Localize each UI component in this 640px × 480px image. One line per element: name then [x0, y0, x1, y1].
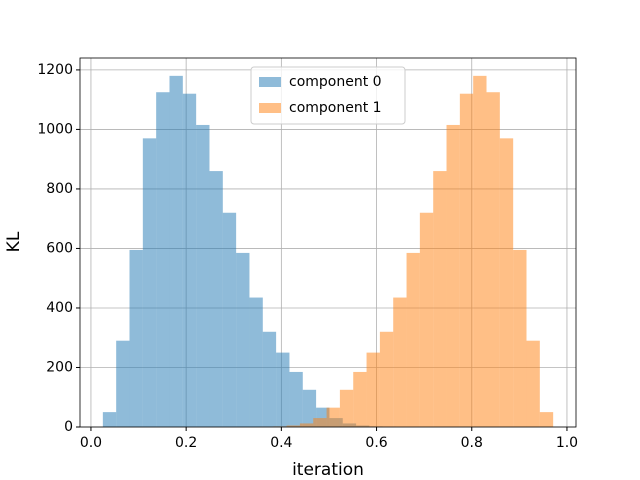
bar	[169, 75, 183, 428]
bar	[353, 371, 367, 427]
bar	[302, 389, 317, 427]
legend-swatch	[259, 77, 281, 87]
bar	[299, 423, 314, 427]
bar	[182, 93, 197, 427]
bar	[262, 331, 277, 427]
legend-swatch	[259, 103, 281, 113]
y-tick-label: 1200	[37, 62, 73, 78]
bar	[236, 252, 250, 427]
x-tick-label: 0.2	[175, 435, 197, 451]
x-tick-label: 1.0	[556, 435, 578, 451]
bar	[339, 389, 354, 427]
x-tick-label: 0.8	[461, 435, 483, 451]
bar	[129, 249, 143, 427]
legend-label: component 0	[289, 74, 382, 90]
legend-label: component 1	[289, 100, 382, 116]
bar	[249, 297, 263, 427]
bar	[526, 340, 540, 427]
bar	[156, 92, 170, 427]
bar	[433, 171, 447, 427]
bar	[209, 171, 223, 427]
y-tick-label: 200	[46, 359, 73, 375]
bar	[366, 352, 380, 427]
y-tick-label: 0	[64, 419, 73, 435]
bar	[446, 124, 460, 428]
x-axis-label: iteration	[292, 460, 364, 480]
bar	[289, 371, 303, 427]
y-tick-label: 400	[46, 300, 73, 316]
bar	[459, 93, 474, 427]
bar	[499, 138, 514, 427]
bar	[286, 425, 300, 427]
bar	[313, 418, 327, 427]
x-tick-label: 0.4	[270, 435, 292, 451]
bar	[486, 92, 500, 427]
bar	[513, 249, 527, 427]
bar	[379, 331, 394, 427]
bar	[276, 352, 290, 427]
bar	[326, 407, 340, 427]
y-tick-label: 800	[46, 181, 73, 197]
bar	[406, 252, 420, 427]
y-tick-label: 600	[46, 240, 73, 256]
x-tick-label: 0.6	[365, 435, 387, 451]
bar	[473, 75, 487, 428]
y-axis-label: KL	[4, 231, 24, 252]
x-tick-label: 0.0	[80, 435, 102, 451]
plot-frame	[79, 57, 577, 428]
bar	[196, 124, 210, 428]
legend-box	[250, 66, 406, 125]
bar	[102, 412, 117, 427]
bar	[393, 297, 407, 427]
bar	[539, 412, 554, 427]
bar	[116, 340, 130, 427]
bar	[222, 212, 237, 427]
bar	[419, 212, 434, 427]
y-tick-label: 1000	[37, 121, 73, 137]
bar	[142, 138, 157, 427]
